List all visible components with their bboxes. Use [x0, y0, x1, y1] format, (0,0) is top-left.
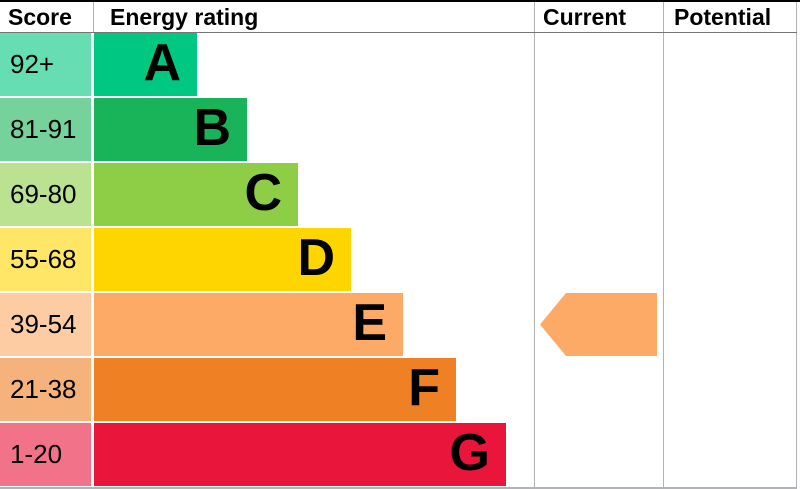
rating-bar-a: A — [94, 33, 197, 96]
rating-letter: E — [352, 294, 387, 352]
left-arrow-icon — [540, 293, 657, 356]
rating-bar-e: E — [94, 293, 403, 356]
rating-bar-d: D — [94, 228, 351, 291]
rating-letter: B — [193, 99, 231, 157]
rating-bar-g: G — [94, 423, 506, 486]
energy-rating-column-header: Energy rating — [110, 4, 259, 30]
band-row-b: 81-91 B — [0, 98, 247, 161]
current-rating-label: 50 E — [578, 309, 645, 340]
score-cell: 21-38 — [0, 358, 91, 421]
band-row-g: 1-20 G — [0, 423, 506, 486]
rating-letter: G — [449, 424, 490, 482]
right-border-line — [796, 2, 797, 488]
header-underline — [0, 32, 797, 33]
chart-top-border — [0, 0, 800, 2]
band-row-c: 69-80 C — [0, 163, 298, 226]
current-rating-arrow: 50 E — [540, 293, 657, 356]
score-cell: 1-20 — [0, 423, 91, 486]
rating-letter: C — [244, 164, 282, 222]
current-column-divider — [534, 2, 535, 488]
score-cell: 39-54 — [0, 293, 91, 356]
potential-column-divider — [663, 2, 664, 488]
current-column-header: Current — [543, 4, 627, 30]
rating-bar-b: B — [94, 98, 247, 161]
rating-bar-c: C — [94, 163, 298, 226]
rating-letter: D — [297, 229, 335, 287]
score-column-divider — [93, 2, 94, 32]
score-column-header: Score — [8, 4, 72, 30]
chart-bottom-border — [0, 487, 797, 489]
band-row-e: 39-54 E — [0, 293, 403, 356]
potential-column-header: Potential — [674, 4, 772, 30]
score-cell: 92+ — [0, 33, 91, 96]
score-cell: 55-68 — [0, 228, 91, 291]
score-cell: 69-80 — [0, 163, 91, 226]
band-row-f: 21-38 F — [0, 358, 456, 421]
band-row-d: 55-68 D — [0, 228, 351, 291]
rating-bar-f: F — [94, 358, 456, 421]
rating-letter: F — [408, 359, 440, 417]
score-cell: 81-91 — [0, 98, 91, 161]
band-row-a: 92+ A — [0, 33, 197, 96]
rating-letter: A — [143, 34, 181, 92]
